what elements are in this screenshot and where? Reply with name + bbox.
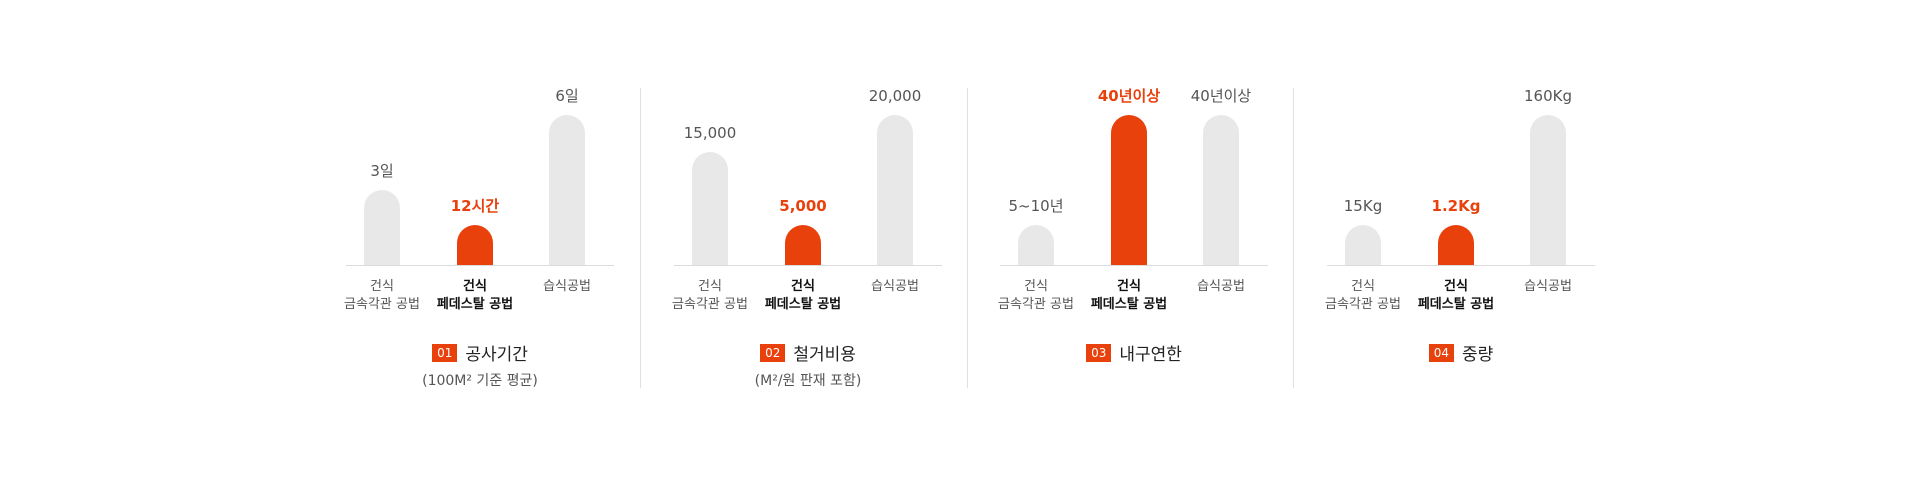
- chart-title: 공사기간: [465, 345, 528, 365]
- chart-number-badge: 02: [760, 343, 786, 362]
- category-label-line: 습식공법: [871, 279, 919, 294]
- category-label-line: 건식: [698, 279, 722, 294]
- bar-value-label: 15Kg: [1343, 197, 1383, 215]
- category-label-line: 건식: [791, 279, 815, 294]
- chart-title: 철거비용: [793, 345, 856, 365]
- chart-baseline: [674, 265, 942, 266]
- chart-bar: [1018, 225, 1054, 265]
- bar-value-label: 6일: [555, 87, 579, 105]
- category-label-line: 페데스탈 공법: [764, 297, 842, 312]
- bar-value-label: 20,000: [868, 87, 922, 105]
- chart-bar: [692, 152, 728, 265]
- chart-baseline: [1327, 265, 1595, 266]
- category-label-line: 금속각관 공법: [998, 297, 1074, 312]
- bar-value-label: 5~10년: [1008, 197, 1064, 215]
- category-label-line: 페데스탈 공법: [436, 297, 514, 312]
- category-label: 습식공법: [507, 278, 627, 296]
- bar-value-label: 12시간: [450, 197, 500, 215]
- chart-bar: [785, 225, 821, 265]
- chart-number-badge: 04: [1428, 343, 1454, 362]
- category-label-line: 페데스탈 공법: [1090, 297, 1168, 312]
- chart-bar: [877, 115, 913, 265]
- chart-bar: [1203, 115, 1239, 265]
- chart-baseline: [346, 265, 614, 266]
- bar-value-label: 5,000: [779, 197, 827, 215]
- category-label: 습식공법: [835, 278, 955, 296]
- bar-value-label: 40년이상: [1097, 87, 1161, 105]
- category-label: 습식공법: [1161, 278, 1281, 296]
- chart-bar: [549, 115, 585, 265]
- category-label-line: 습식공법: [1524, 279, 1572, 294]
- chart-title: 내구연한: [1119, 345, 1182, 365]
- category-label-line: 건식: [1444, 279, 1468, 294]
- chart-bar: [457, 225, 493, 265]
- chart-title-row: 04 중량: [1321, 340, 1601, 365]
- chart-title-row: 03 내구연한: [994, 340, 1274, 365]
- chart-divider: [640, 88, 641, 388]
- chart-bar: [1530, 115, 1566, 265]
- chart-number-badge: 03: [1086, 343, 1112, 362]
- category-label-line: 금속각관 공법: [672, 297, 748, 312]
- chart-title-row: 02 철거비용: [668, 340, 948, 365]
- bar-value-label: 1.2Kg: [1431, 197, 1481, 215]
- category-label: 습식공법: [1488, 278, 1608, 296]
- category-label-line: 습식공법: [1197, 279, 1245, 294]
- category-label-line: 금속각관 공법: [1325, 297, 1401, 312]
- bar-value-label: 3일: [370, 162, 394, 180]
- chart-title-row: 01 공사기간: [340, 340, 620, 365]
- category-label-line: 건식: [463, 279, 487, 294]
- category-label-line: 습식공법: [543, 279, 591, 294]
- chart-bar: [364, 190, 400, 265]
- category-label-line: 건식: [1351, 279, 1375, 294]
- chart-divider: [967, 88, 968, 388]
- chart-bar: [1438, 225, 1474, 265]
- chart-subtitle: (100M² 기준 평균): [422, 373, 538, 389]
- chart-number-badge: 01: [432, 343, 458, 362]
- chart-baseline: [1000, 265, 1268, 266]
- chart-subtitle: (M²/원 판재 포함): [754, 373, 862, 389]
- chart-divider: [1293, 88, 1294, 388]
- category-label-line: 페데스탈 공법: [1417, 297, 1495, 312]
- bar-value-label: 160Kg: [1524, 87, 1572, 105]
- chart-bar: [1345, 225, 1381, 265]
- chart-bar: [1111, 115, 1147, 265]
- category-label-line: 금속각관 공법: [344, 297, 420, 312]
- category-label-line: 건식: [1024, 279, 1048, 294]
- category-label-line: 건식: [1117, 279, 1141, 294]
- bar-value-label: 40년이상: [1190, 87, 1252, 105]
- category-label-line: 건식: [370, 279, 394, 294]
- bar-value-label: 15,000: [683, 124, 737, 142]
- chart-title: 중량: [1462, 345, 1494, 365]
